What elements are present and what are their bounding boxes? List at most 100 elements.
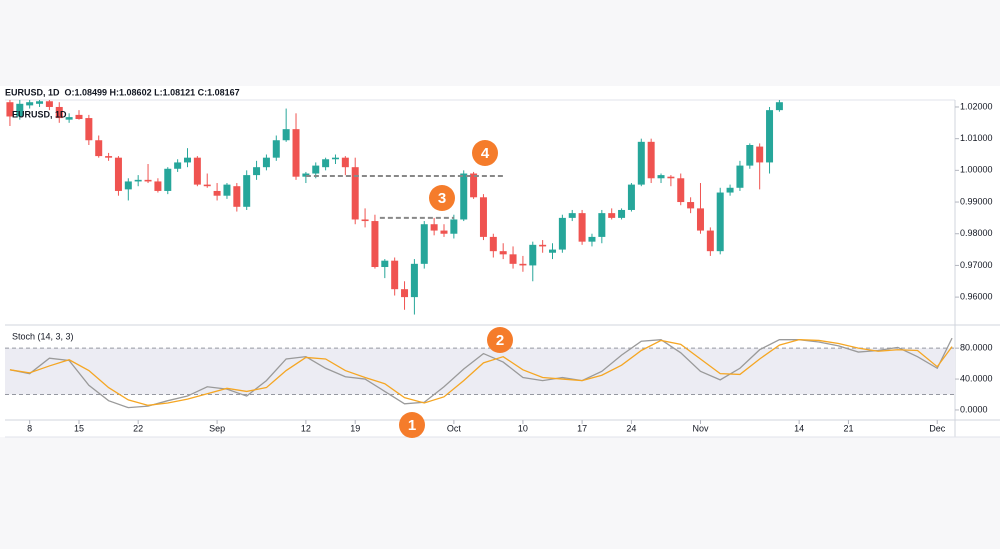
- marker-label: 1: [408, 417, 416, 434]
- marker-circle: [399, 412, 425, 438]
- candle-body: [6, 102, 14, 117]
- candle-body: [65, 117, 73, 120]
- candle-body: [164, 168, 172, 191]
- candle-body: [331, 157, 339, 160]
- y-tick-label: 1.01000: [960, 133, 993, 143]
- candle-body: [312, 165, 320, 174]
- candle-body: [124, 181, 132, 190]
- candle-body: [134, 179, 142, 182]
- candle-body: [253, 167, 261, 176]
- candle-body: [351, 167, 359, 220]
- marker-label: 3: [438, 190, 446, 207]
- y-tick-label: 80.0000: [960, 343, 993, 353]
- candle-body: [85, 118, 93, 141]
- candle-body: [746, 145, 754, 166]
- candle-body: [45, 101, 53, 107]
- candle-body: [16, 103, 24, 117]
- candle-body: [578, 213, 586, 242]
- candle-body: [539, 244, 547, 247]
- candle-body: [549, 249, 557, 253]
- candle-body: [36, 101, 44, 104]
- y-tick-label: 1.02000: [960, 101, 993, 111]
- marker-circle: [429, 185, 455, 211]
- x-tick-label: 14: [794, 423, 804, 433]
- candle-body: [26, 102, 34, 106]
- candle-body: [154, 181, 162, 191]
- y-tick-label: 40.0000: [960, 373, 993, 383]
- candle-body: [608, 213, 616, 218]
- marker-label: 2: [496, 332, 504, 349]
- x-tick-label: 21: [843, 423, 853, 433]
- candle-body: [144, 179, 152, 182]
- stoch-line: [9, 339, 953, 406]
- candle-body: [716, 192, 724, 252]
- candle-body: [529, 244, 537, 266]
- candle-body: [667, 176, 675, 179]
- candle-body: [223, 184, 231, 196]
- candle-body: [677, 178, 685, 203]
- candle-body: [174, 162, 182, 169]
- candle-body: [489, 236, 497, 252]
- candle-body: [292, 129, 300, 177]
- candle-body: [637, 141, 645, 185]
- candle-body: [114, 157, 122, 191]
- marker: 1: [399, 412, 425, 438]
- candle-body: [509, 254, 517, 264]
- candle-body: [213, 190, 221, 196]
- x-tick-label: 19: [350, 423, 360, 433]
- candle-body: [696, 208, 704, 231]
- candle-body: [75, 114, 83, 120]
- candle-body: [410, 263, 418, 298]
- candle-body: [440, 230, 448, 234]
- candle-body: [341, 157, 349, 168]
- candle-body: [430, 224, 438, 231]
- candle-body: [558, 217, 566, 250]
- candle-body: [460, 173, 468, 220]
- candle-body: [736, 165, 744, 188]
- y-tick-label: 1.00000: [960, 165, 993, 175]
- marker: 3: [429, 185, 455, 211]
- x-tick-label: 24: [626, 423, 636, 433]
- symbol: EURUSD, 1D: [5, 87, 60, 97]
- candle-body: [361, 219, 369, 222]
- candle-body: [262, 157, 270, 168]
- candle-body: [233, 186, 241, 207]
- candle-body: [450, 219, 458, 234]
- candle-body: [55, 106, 63, 119]
- candle-body: [726, 187, 734, 193]
- candle-body: [657, 175, 665, 179]
- candle-body: [775, 102, 783, 111]
- candle-body: [618, 209, 626, 218]
- candle-body: [588, 236, 596, 242]
- y-tick-label: 0.96000: [960, 291, 993, 301]
- candle-body: [272, 140, 280, 158]
- candle-body: [193, 157, 201, 185]
- candle-body: [203, 184, 211, 187]
- x-tick-label: Dec: [929, 423, 946, 433]
- plot-layer: [5, 100, 955, 409]
- candle-body: [519, 263, 527, 266]
- candle-body: [627, 184, 635, 210]
- candle-body: [184, 157, 192, 163]
- x-tick-label: 8: [27, 423, 32, 433]
- x-tick-label: Nov: [692, 423, 709, 433]
- candle-body: [282, 129, 290, 141]
- candle-body: [105, 156, 113, 158]
- x-tick-label: 15: [74, 423, 84, 433]
- y-tick-label: 0.98000: [960, 228, 993, 238]
- x-tick-label: Sep: [209, 423, 225, 433]
- candle-body: [568, 213, 576, 218]
- candle-body: [95, 140, 103, 157]
- candle-body: [766, 110, 774, 163]
- x-tick-label: Oct: [447, 423, 462, 433]
- y-tick-label: 0.97000: [960, 260, 993, 270]
- x-tick-label: 12: [301, 423, 311, 433]
- candle-body: [371, 221, 379, 268]
- candle-body: [391, 260, 399, 290]
- candle-body: [243, 175, 251, 207]
- stoch-pane-title: Stoch (14, 3, 3): [12, 331, 74, 341]
- candle-body: [381, 260, 389, 268]
- x-tick-label: 17: [577, 423, 587, 433]
